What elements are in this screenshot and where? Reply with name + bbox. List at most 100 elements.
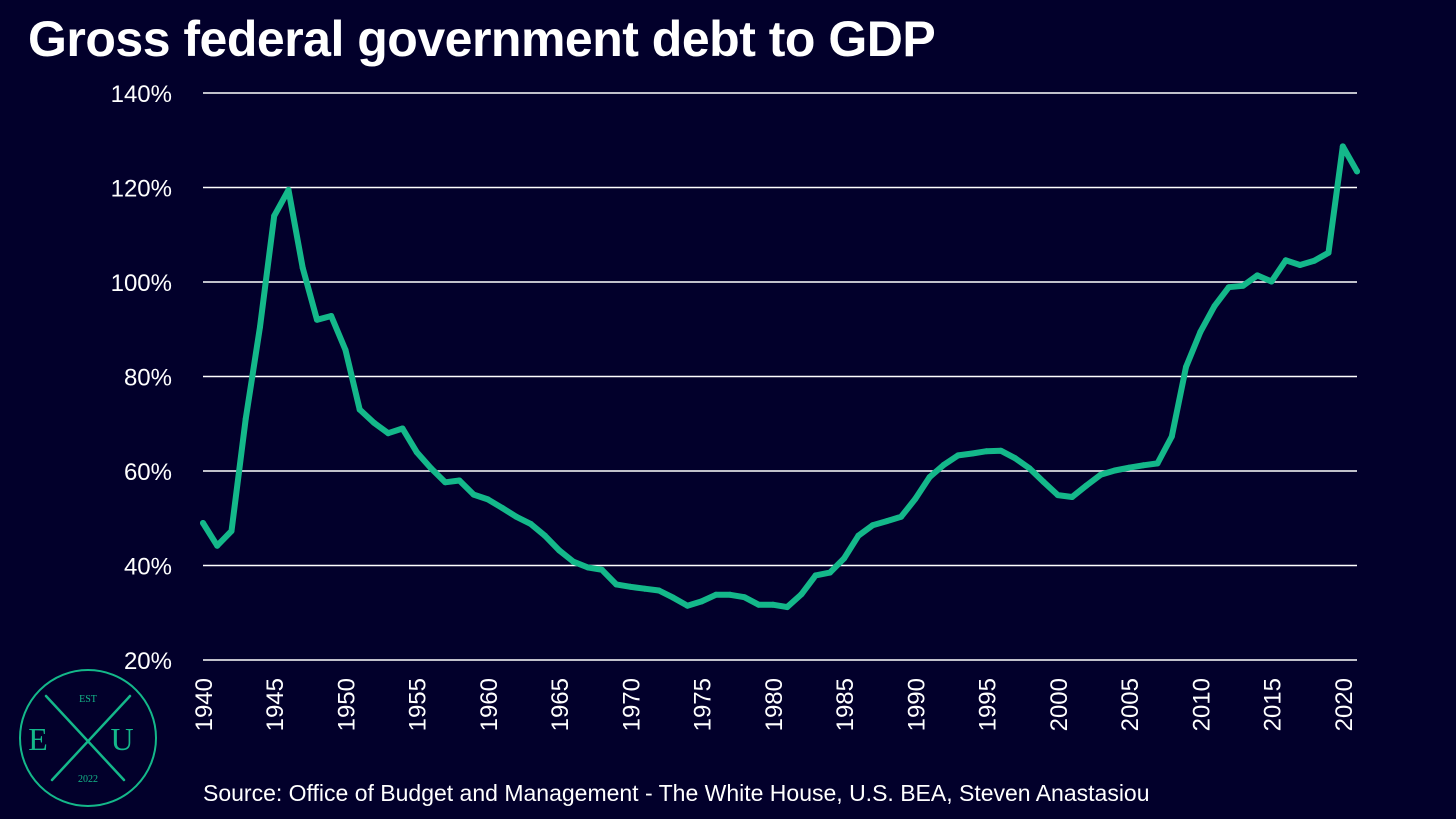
- data-point: [470, 491, 477, 498]
- data-point: [371, 419, 377, 426]
- data-point: [527, 520, 534, 527]
- data-point: [926, 474, 933, 481]
- data-point: [413, 449, 420, 456]
- logo-letter-e: E: [28, 721, 48, 757]
- data-point: [898, 513, 905, 520]
- x-tick-label: 1995: [975, 678, 1002, 731]
- data-point: [1325, 249, 1332, 256]
- logo-cross-stroke-1: [44, 694, 126, 782]
- data-point: [385, 430, 392, 437]
- data-point: [1097, 471, 1104, 478]
- data-point: [798, 591, 805, 598]
- data-point: [755, 601, 762, 608]
- data-point: [1297, 262, 1303, 268]
- y-tick-label: 60%: [124, 459, 172, 486]
- logo-letter-u: U: [110, 721, 133, 757]
- y-tick-label: 20%: [124, 648, 172, 675]
- data-point: [969, 450, 976, 457]
- data-point: [1282, 257, 1289, 264]
- logo-ring: [19, 669, 157, 807]
- data-point: [1168, 433, 1175, 440]
- data-point: [1140, 462, 1147, 469]
- exu-logo: EST E U 2022: [19, 669, 157, 807]
- x-tick-label: 1970: [618, 678, 645, 731]
- data-point: [342, 347, 349, 353]
- data-point: [299, 264, 306, 271]
- x-tick-label: 1955: [405, 678, 432, 731]
- data-point: [456, 477, 463, 484]
- data-point: [684, 602, 691, 609]
- data-point: [855, 532, 862, 539]
- data-point: [442, 479, 449, 486]
- data-point: [556, 547, 563, 554]
- chart-title: Gross federal government debt to GDP: [28, 11, 936, 67]
- x-tick-label: 1940: [191, 678, 218, 731]
- data-point: [214, 542, 221, 549]
- data-point: [1311, 257, 1318, 264]
- data-point: [428, 465, 434, 472]
- data-point: [627, 583, 634, 590]
- data-point: [826, 569, 833, 576]
- debt-to-gdp-line: [200, 143, 1360, 611]
- data-points: [200, 143, 1360, 611]
- y-tick-label: 140%: [111, 81, 172, 108]
- source-citation: Source: Office of Budget and Management …: [203, 780, 1150, 806]
- data-point: [598, 566, 605, 573]
- x-tick-label: 2005: [1117, 678, 1144, 731]
- data-point: [200, 520, 206, 526]
- data-point: [328, 313, 335, 319]
- data-point: [1354, 168, 1360, 175]
- x-tick-label: 1965: [547, 678, 574, 731]
- logo-est-text: EST: [79, 694, 97, 705]
- data-point: [613, 581, 620, 588]
- data-point: [271, 212, 278, 219]
- data-point: [727, 591, 734, 598]
- data-point: [655, 587, 662, 594]
- x-tick-label: 2020: [1331, 678, 1358, 731]
- data-point: [712, 591, 719, 598]
- data-point: [257, 323, 263, 330]
- x-tick-label: 1960: [476, 678, 503, 731]
- logo-cross-stroke-2: [50, 694, 132, 782]
- data-point: [399, 425, 406, 432]
- data-point: [285, 186, 292, 193]
- data-point: [670, 594, 677, 601]
- data-point: [1012, 455, 1019, 462]
- data-point: [812, 572, 819, 579]
- data-point: [698, 598, 705, 605]
- data-point: [1211, 303, 1218, 310]
- data-point: [242, 416, 249, 422]
- data-point: [912, 495, 919, 502]
- data-point: [1240, 282, 1246, 289]
- data-point: [1225, 284, 1232, 291]
- data-point: [1154, 460, 1161, 467]
- data-point: [1069, 494, 1076, 500]
- data-point: [769, 601, 776, 608]
- data-point: [955, 452, 962, 459]
- data-point: [940, 461, 947, 468]
- logo-year-text: 2022: [78, 774, 98, 785]
- data-point: [641, 585, 648, 592]
- data-point: [1054, 492, 1061, 499]
- data-point: [1083, 482, 1090, 489]
- x-tick-label: 1945: [262, 678, 289, 731]
- x-tick-label: 1980: [761, 678, 788, 731]
- x-tick-label: 2010: [1188, 678, 1215, 731]
- y-axis-tick-labels: 20% 40% 60% 80% 100% 120% 140%: [111, 81, 172, 675]
- data-point: [314, 316, 320, 323]
- data-point: [869, 522, 876, 529]
- data-point: [541, 532, 548, 539]
- data-point: [1111, 467, 1118, 474]
- data-point: [1254, 272, 1261, 279]
- data-point: [513, 513, 520, 520]
- x-tick-label: 1990: [903, 678, 930, 731]
- x-tick-label: 2015: [1260, 678, 1287, 731]
- x-tick-label: 1950: [333, 678, 360, 731]
- x-tick-label: 1975: [690, 678, 717, 731]
- data-point: [584, 564, 591, 571]
- data-point: [228, 528, 235, 534]
- data-point: [997, 447, 1004, 454]
- data-point: [570, 558, 577, 565]
- data-point: [1339, 143, 1346, 150]
